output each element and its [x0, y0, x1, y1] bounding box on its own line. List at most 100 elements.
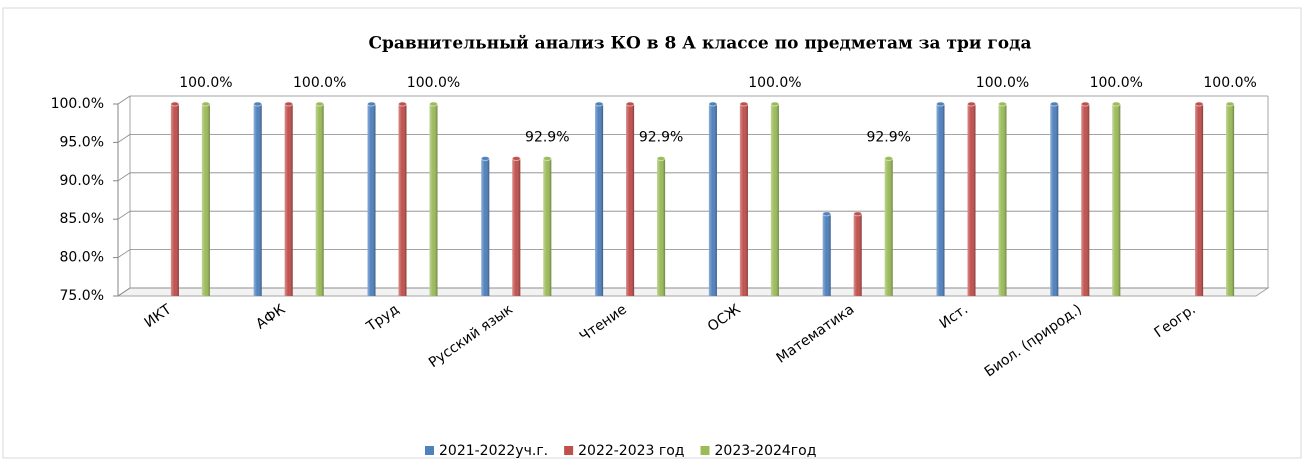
bar [1194, 101, 1204, 296]
bar-shade [708, 104, 717, 296]
y-tick-label: 100.0% [51, 96, 104, 112]
legend-label: 2023-2024год [715, 443, 817, 459]
bar [594, 101, 604, 296]
bar [625, 101, 635, 296]
bar-shade [1195, 104, 1204, 296]
bar-shade [822, 213, 831, 296]
y-tick-label: 90.0% [60, 173, 104, 189]
bar-shade [543, 158, 552, 296]
bar-shade [657, 158, 666, 296]
bar [284, 101, 294, 296]
y-tick-label: 95.0% [60, 134, 104, 150]
bar-shade [998, 104, 1007, 296]
legend-swatch [425, 446, 434, 455]
bar [708, 101, 718, 296]
data-label: 100.0% [1090, 75, 1143, 91]
bar [170, 101, 180, 296]
bar-top [708, 101, 718, 107]
bar-shade [398, 104, 407, 296]
bar-top [542, 156, 552, 162]
bar [511, 156, 521, 296]
bar-shade [1081, 104, 1090, 296]
data-label: 100.0% [976, 75, 1029, 91]
bar [1049, 101, 1059, 296]
bar [822, 211, 832, 296]
bar-shade [253, 104, 262, 296]
bar-shade [853, 213, 862, 296]
bar-top [594, 101, 604, 107]
bar-shade [967, 104, 976, 296]
bar [201, 101, 211, 296]
bar-top [315, 101, 325, 107]
bar-shade [770, 104, 779, 296]
bar-top [201, 101, 211, 107]
bar-shade [481, 158, 490, 296]
bar-shade [936, 104, 945, 296]
bar-top [511, 156, 521, 162]
bar-top [936, 101, 945, 107]
bar [853, 211, 863, 296]
data-label: 100.0% [407, 75, 460, 91]
bar [1225, 101, 1235, 296]
legend-label: 2021-2022уч.г. [439, 443, 548, 459]
bar-shade [739, 104, 748, 296]
grid-line [117, 134, 1268, 143]
bar [429, 101, 438, 296]
bar [884, 156, 894, 296]
data-label: 92.9% [525, 130, 569, 146]
data-label: 100.0% [179, 75, 232, 91]
bar-top [884, 156, 894, 162]
bar-shade [315, 104, 324, 296]
bar [998, 101, 1007, 296]
data-label: 100.0% [293, 75, 346, 91]
bar [967, 101, 976, 296]
bar [253, 101, 263, 296]
bar-shade [1112, 104, 1121, 296]
bar [480, 156, 490, 296]
bar [315, 101, 325, 296]
bar-top [480, 156, 490, 162]
y-tick-label: 85.0% [60, 211, 104, 227]
legend-swatch [564, 446, 574, 455]
bar-top [770, 101, 780, 107]
bar [1111, 101, 1121, 296]
bar-top [1049, 101, 1059, 107]
bar-shade [367, 104, 376, 296]
bar-top [429, 101, 438, 107]
bar-shade [884, 158, 893, 296]
bar-top [367, 101, 376, 107]
y-tick-label: 75.0% [60, 288, 104, 304]
grid-line [117, 95, 1268, 105]
legend-label: 2022-2023 год [578, 443, 684, 459]
bar-shade [429, 104, 438, 296]
bar-top [656, 156, 666, 162]
bar-shade [1226, 104, 1235, 296]
bar-top [1080, 101, 1090, 107]
bar-top [739, 101, 749, 107]
data-label: 100.0% [748, 75, 801, 91]
bar [1080, 101, 1090, 296]
y-tick-label: 80.0% [60, 250, 104, 266]
legend-swatch [700, 446, 710, 455]
bar-top [398, 101, 407, 107]
bar [542, 156, 552, 296]
bar-top [967, 101, 976, 107]
bar-top [853, 211, 863, 217]
bar-top [822, 211, 832, 217]
bar [739, 101, 749, 296]
bar [770, 101, 780, 296]
data-label: 100.0% [1203, 75, 1256, 91]
bar-shade [626, 104, 635, 296]
bar [398, 101, 407, 296]
bar-top [284, 101, 294, 107]
bar-top [1111, 101, 1121, 107]
bar [367, 101, 376, 296]
bar-top [625, 101, 635, 107]
bar [936, 101, 945, 296]
bar-shade [1050, 104, 1059, 296]
data-label: 92.9% [866, 130, 910, 146]
bar-top [1225, 101, 1235, 107]
bar-shade [284, 104, 293, 296]
chart-title: Сравнительный анализ КО в 8 А классе по … [369, 34, 1032, 54]
